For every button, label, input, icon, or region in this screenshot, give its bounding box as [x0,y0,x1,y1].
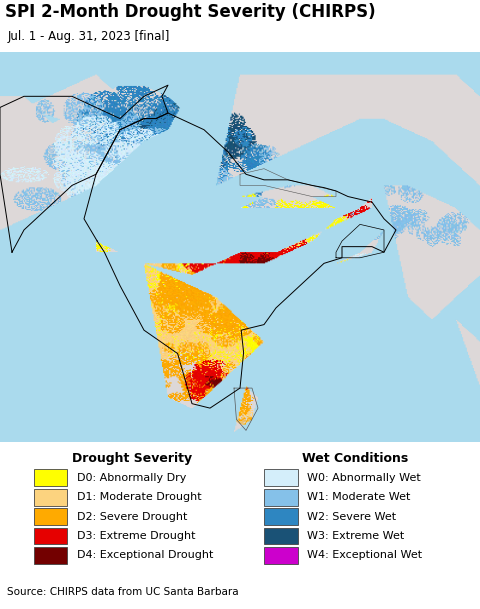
Text: D3: Extreme Drought: D3: Extreme Drought [77,531,195,541]
Text: SPI 2-Month Drought Severity (CHIRPS): SPI 2-Month Drought Severity (CHIRPS) [5,2,375,21]
Text: W2: Severe Wet: W2: Severe Wet [307,512,396,521]
Bar [264,470,298,486]
Text: Drought Severity: Drought Severity [72,452,192,465]
Text: D1: Moderate Drought: D1: Moderate Drought [77,492,202,502]
Bar [264,489,298,505]
Text: D4: Exceptional Drought: D4: Exceptional Drought [77,551,213,560]
Bar [264,527,298,544]
Bar [264,547,298,564]
Text: W1: Moderate Wet: W1: Moderate Wet [307,492,410,502]
Text: D2: Severe Drought: D2: Severe Drought [77,512,187,521]
Text: Jul. 1 - Aug. 31, 2023 [final]: Jul. 1 - Aug. 31, 2023 [final] [7,30,169,43]
Bar [34,470,67,486]
Text: D0: Abnormally Dry: D0: Abnormally Dry [77,473,186,483]
Bar [34,527,67,544]
Text: Source: CHIRPS data from UC Santa Barbara: Source: CHIRPS data from UC Santa Barbar… [7,587,239,597]
Bar [34,508,67,525]
Text: Wet Conditions: Wet Conditions [302,452,408,465]
Text: W3: Extreme Wet: W3: Extreme Wet [307,531,405,541]
Text: W0: Abnormally Wet: W0: Abnormally Wet [307,473,421,483]
Text: W4: Exceptional Wet: W4: Exceptional Wet [307,551,422,560]
Bar [264,508,298,525]
Bar [34,489,67,505]
Bar [34,547,67,564]
